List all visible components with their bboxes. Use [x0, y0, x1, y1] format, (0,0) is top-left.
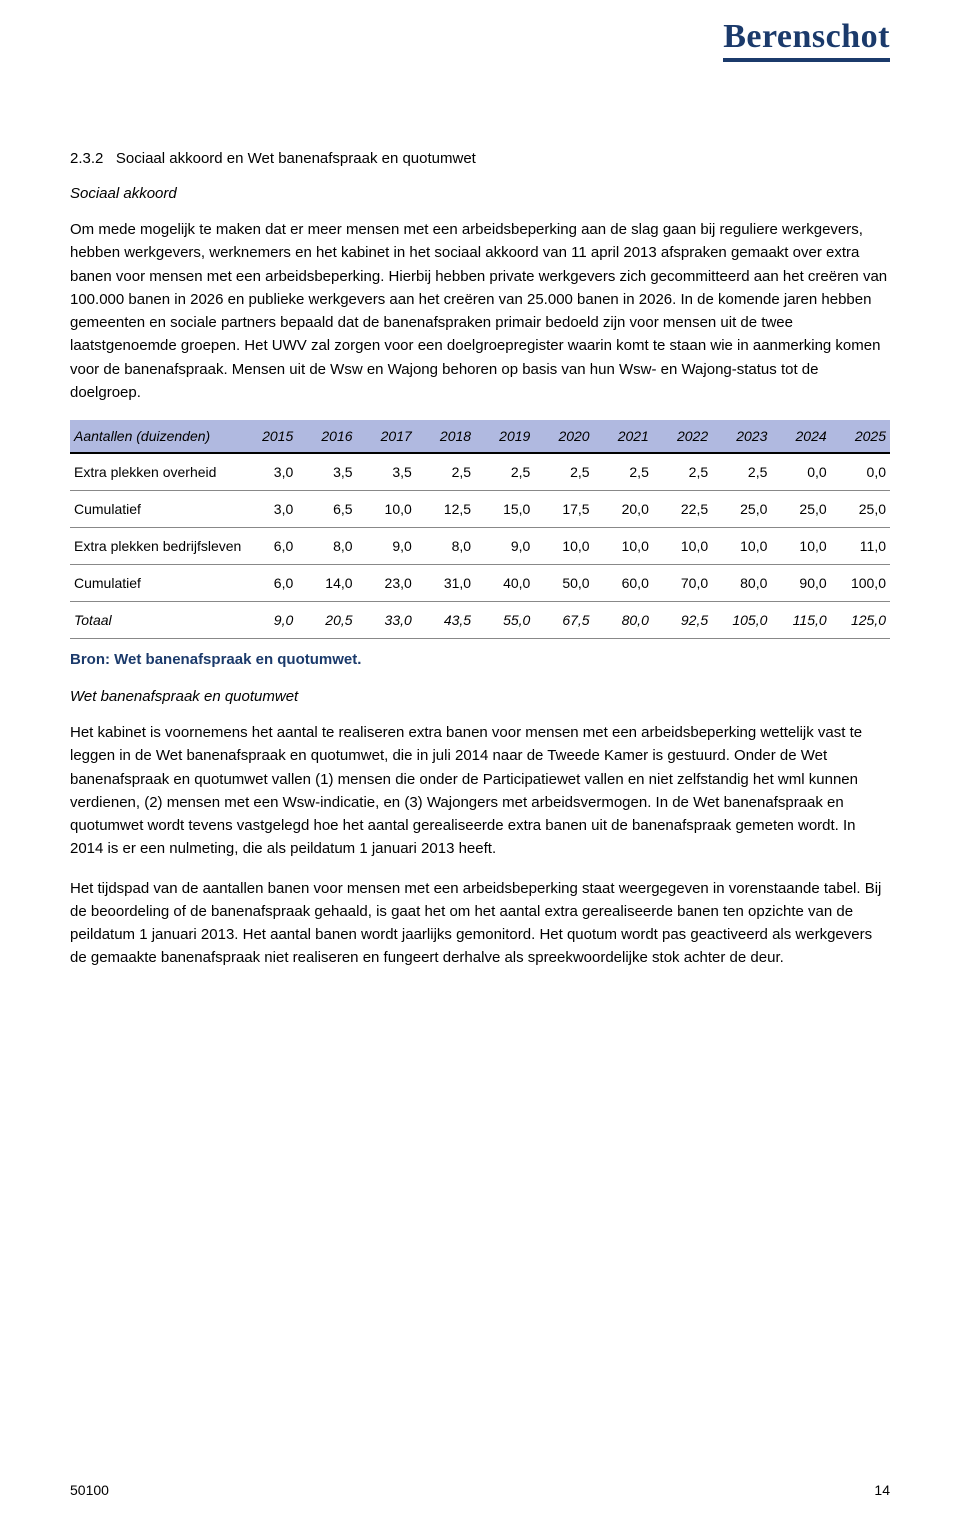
table-row: Cumulatief6,014,023,031,040,050,060,070,…	[70, 565, 890, 602]
table-source: Bron: Wet banenafspraak en quotumwet.	[70, 651, 890, 668]
table-cell: 3,5	[357, 453, 416, 491]
paragraph-1: Om mede mogelijk te maken dat er meer me…	[70, 218, 890, 404]
table-cell: 9,0	[475, 528, 534, 565]
section-heading: 2.3.2 Sociaal akkoord en Wet banenafspra…	[70, 150, 890, 167]
table-cell: 33,0	[357, 602, 416, 639]
table-cell: 0,0	[771, 453, 830, 491]
table-cell: 10,0	[771, 528, 830, 565]
table-cell: 6,5	[297, 491, 356, 528]
table-row-label: Totaal	[70, 602, 238, 639]
table-cell: 80,0	[594, 602, 653, 639]
table-cell: 9,0	[357, 528, 416, 565]
table-cell: 20,0	[594, 491, 653, 528]
table-cell: 31,0	[416, 565, 475, 602]
table-header-label: Aantallen (duizenden)	[70, 420, 238, 453]
table-cell: 3,0	[238, 491, 297, 528]
table-cell: 92,5	[653, 602, 712, 639]
table-cell: 50,0	[534, 565, 593, 602]
table-cell: 115,0	[771, 602, 830, 639]
table-row-label: Cumulatief	[70, 491, 238, 528]
table-cell: 55,0	[475, 602, 534, 639]
table-cell: 90,0	[771, 565, 830, 602]
table-cell: 100,0	[831, 565, 890, 602]
table-cell: 105,0	[712, 602, 771, 639]
table-header-year: 2023	[712, 420, 771, 453]
table-cell: 2,5	[653, 453, 712, 491]
table-cell: 2,5	[534, 453, 593, 491]
table-cell: 10,0	[594, 528, 653, 565]
table-cell: 3,0	[238, 453, 297, 491]
table-cell: 10,0	[653, 528, 712, 565]
page-footer: 50100 14	[70, 1482, 890, 1498]
table-cell: 2,5	[416, 453, 475, 491]
footer-right: 14	[874, 1482, 890, 1498]
table-cell: 3,5	[297, 453, 356, 491]
table-row: Extra plekken bedrijfsleven6,08,09,08,09…	[70, 528, 890, 565]
content: 2.3.2 Sociaal akkoord en Wet banenafspra…	[70, 150, 890, 970]
table-cell: 2,5	[712, 453, 771, 491]
table-cell: 8,0	[297, 528, 356, 565]
table-header-year: 2025	[831, 420, 890, 453]
table-cell: 10,0	[534, 528, 593, 565]
table-cell: 80,0	[712, 565, 771, 602]
table-cell: 9,0	[238, 602, 297, 639]
table-cell: 25,0	[712, 491, 771, 528]
table-cell: 43,5	[416, 602, 475, 639]
table-header-year: 2018	[416, 420, 475, 453]
table-cell: 10,0	[357, 491, 416, 528]
table-header-row: Aantallen (duizenden) 201520162017201820…	[70, 420, 890, 453]
table-row-label: Extra plekken bedrijfsleven	[70, 528, 238, 565]
table-cell: 23,0	[357, 565, 416, 602]
subheading-1: Sociaal akkoord	[70, 185, 890, 202]
page: Berenschot 2.3.2 Sociaal akkoord en Wet …	[0, 0, 960, 1528]
table-cell: 14,0	[297, 565, 356, 602]
table-cell: 8,0	[416, 528, 475, 565]
table-cell: 6,0	[238, 565, 297, 602]
section-title: Sociaal akkoord en Wet banenafspraak en …	[116, 150, 476, 167]
table-header-year: 2016	[297, 420, 356, 453]
brand-underline	[723, 58, 890, 62]
table-header-year: 2022	[653, 420, 712, 453]
table-row-label: Extra plekken overheid	[70, 453, 238, 491]
table-body: Extra plekken overheid3,03,53,52,52,52,5…	[70, 453, 890, 639]
table-cell: 0,0	[831, 453, 890, 491]
table-cell: 20,5	[297, 602, 356, 639]
table-cell: 60,0	[594, 565, 653, 602]
section-number: 2.3.2	[70, 150, 103, 167]
footer-left: 50100	[70, 1482, 109, 1498]
table-header-year: 2017	[357, 420, 416, 453]
table-row: Cumulatief3,06,510,012,515,017,520,022,5…	[70, 491, 890, 528]
table-cell: 10,0	[712, 528, 771, 565]
table-header-year: 2024	[771, 420, 830, 453]
table-header-year: 2020	[534, 420, 593, 453]
table-cell: 11,0	[831, 528, 890, 565]
brand-name: Berenschot	[723, 18, 890, 55]
table-row: Totaal9,020,533,043,555,067,580,092,5105…	[70, 602, 890, 639]
table-cell: 15,0	[475, 491, 534, 528]
table-cell: 22,5	[653, 491, 712, 528]
table-header-year: 2019	[475, 420, 534, 453]
table-row-label: Cumulatief	[70, 565, 238, 602]
table-cell: 67,5	[534, 602, 593, 639]
table-cell: 40,0	[475, 565, 534, 602]
table-cell: 6,0	[238, 528, 297, 565]
table-cell: 12,5	[416, 491, 475, 528]
brand-logo: Berenschot	[723, 18, 890, 62]
table-row: Extra plekken overheid3,03,53,52,52,52,5…	[70, 453, 890, 491]
table-header-year: 2015	[238, 420, 297, 453]
table-head: Aantallen (duizenden) 201520162017201820…	[70, 420, 890, 453]
subheading-2: Wet banenafspraak en quotumwet	[70, 688, 890, 705]
table-cell: 25,0	[771, 491, 830, 528]
table-cell: 2,5	[475, 453, 534, 491]
paragraph-2: Het kabinet is voornemens het aantal te …	[70, 721, 890, 861]
table-cell: 70,0	[653, 565, 712, 602]
table-cell: 17,5	[534, 491, 593, 528]
data-table: Aantallen (duizenden) 201520162017201820…	[70, 420, 890, 639]
table-cell: 25,0	[831, 491, 890, 528]
table-cell: 125,0	[831, 602, 890, 639]
paragraph-3: Het tijdspad van de aantallen banen voor…	[70, 877, 890, 970]
table-header-year: 2021	[594, 420, 653, 453]
table-cell: 2,5	[594, 453, 653, 491]
